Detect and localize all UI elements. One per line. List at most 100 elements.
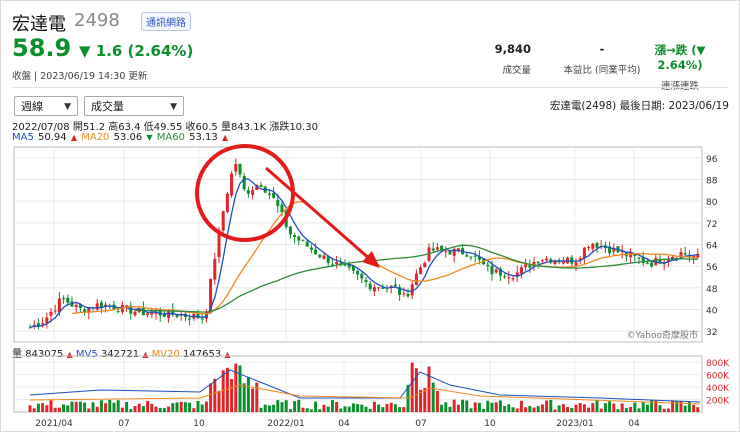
ma60-label: MA60 (156, 132, 185, 143)
volume-bar (498, 400, 502, 412)
volume-bar (528, 406, 532, 412)
candle-body (87, 307, 91, 313)
candle-body (32, 324, 36, 326)
candle-body (301, 239, 305, 241)
candle-body (696, 253, 700, 258)
volume-bar (675, 400, 679, 412)
vol-value: 843075 (25, 349, 64, 360)
ma60-up-icon: ▲ (221, 133, 229, 142)
candle-body (494, 269, 498, 273)
volume-bar (360, 404, 364, 412)
volume-bar (444, 402, 448, 412)
candle-body (171, 309, 175, 315)
candle-body (515, 272, 519, 277)
volume-bar (209, 383, 213, 412)
price-y-tick: 32 (706, 328, 717, 338)
volume-bar (393, 404, 397, 412)
candle-body (133, 311, 137, 316)
candle-body (402, 293, 406, 295)
candle-body (393, 284, 397, 287)
volume-bar (465, 400, 469, 412)
volume-bar (242, 383, 246, 412)
candle-body (335, 262, 339, 264)
candle-body (297, 236, 301, 241)
indicator-select[interactable]: 成交量 ▼ (84, 96, 184, 116)
volume-bar (99, 400, 103, 412)
volume-bar (448, 406, 452, 412)
candle-body (591, 243, 595, 249)
candle-body (343, 264, 347, 266)
candle-body (608, 246, 612, 254)
volume-bar (574, 404, 578, 412)
candle-body (389, 285, 393, 287)
ma-legend: MA5 50.94 ▲ MA20 53.06 ▼ MA60 53.13 ▲ (12, 132, 229, 143)
candle-body (364, 279, 368, 282)
volume-bar (335, 401, 339, 412)
mv5-line (29, 369, 701, 403)
volume-bar (154, 406, 158, 412)
candle-body (473, 255, 477, 257)
volume-bar (603, 403, 607, 412)
candle-body (146, 313, 150, 315)
volume-y-tick: 600K (706, 372, 730, 382)
volume-legend: 量 843075 ▲ MV5 342721 ▲ MV20 147653 ▲ (12, 345, 231, 360)
candle-body (234, 163, 238, 172)
candle-body (645, 262, 649, 264)
candle-body (641, 257, 645, 264)
candle-body (255, 184, 259, 190)
volume-bar (87, 408, 91, 412)
volume-bar (53, 407, 57, 412)
volume-bar (78, 401, 82, 412)
volume-bar (133, 406, 137, 412)
volume-bar (620, 403, 624, 412)
volume-bar (330, 400, 334, 412)
candle-body (309, 247, 313, 250)
stat-streak-label: 連漲連跌 (631, 78, 729, 92)
indicator-select-value: 成交量 (91, 100, 124, 113)
volume-bar (238, 365, 242, 412)
divider (12, 87, 728, 88)
candle-body (431, 248, 435, 251)
mv20-label: MV20 (151, 349, 180, 360)
volume-bar (456, 404, 460, 412)
volume-bar (507, 404, 511, 412)
volume-bar (490, 402, 494, 412)
volume-bar (540, 404, 544, 412)
volume-bar (284, 400, 288, 412)
ohlc-readout: 2022/07/08 開51.2 高63.4 低49.55 收60.5 量843… (12, 122, 318, 133)
price-y-tick: 72 (706, 220, 717, 230)
volume-bar (66, 405, 70, 412)
industry-tag[interactable]: 通訊網路 (141, 12, 191, 31)
volume-bar (461, 399, 465, 412)
candle-body (288, 226, 292, 235)
volume-bar (608, 401, 612, 412)
volume-bar (679, 401, 683, 412)
candle-body (225, 193, 229, 212)
volume-bar (381, 407, 385, 412)
candle-body (377, 287, 381, 289)
volume-bar (343, 406, 347, 412)
candle-body (683, 253, 687, 255)
volume-bar (116, 400, 120, 412)
stat-volume-value: 9,840 (494, 42, 531, 56)
candle-body (112, 304, 116, 310)
candle-body (595, 243, 599, 248)
volume-bar (364, 406, 368, 412)
x-tick-label: 07 (118, 419, 129, 429)
candle-body (305, 241, 309, 247)
period-select[interactable]: 週線 ▼ (14, 96, 78, 116)
candle-body (293, 235, 297, 238)
volume-bar (440, 404, 444, 412)
stat-streak: 漲→跌 (▼ 2.64%) 連漲連跌 (631, 42, 729, 92)
candle-body (83, 309, 87, 312)
candle-body (666, 259, 670, 262)
volume-bar (301, 407, 305, 412)
ma60-line (134, 244, 698, 313)
volume-bar (234, 363, 238, 412)
volume-bar (624, 408, 628, 412)
volume-bar (162, 408, 166, 412)
ma5-up-icon: ▲ (70, 133, 78, 142)
volume-bar (280, 402, 284, 412)
candle-body (419, 267, 423, 274)
